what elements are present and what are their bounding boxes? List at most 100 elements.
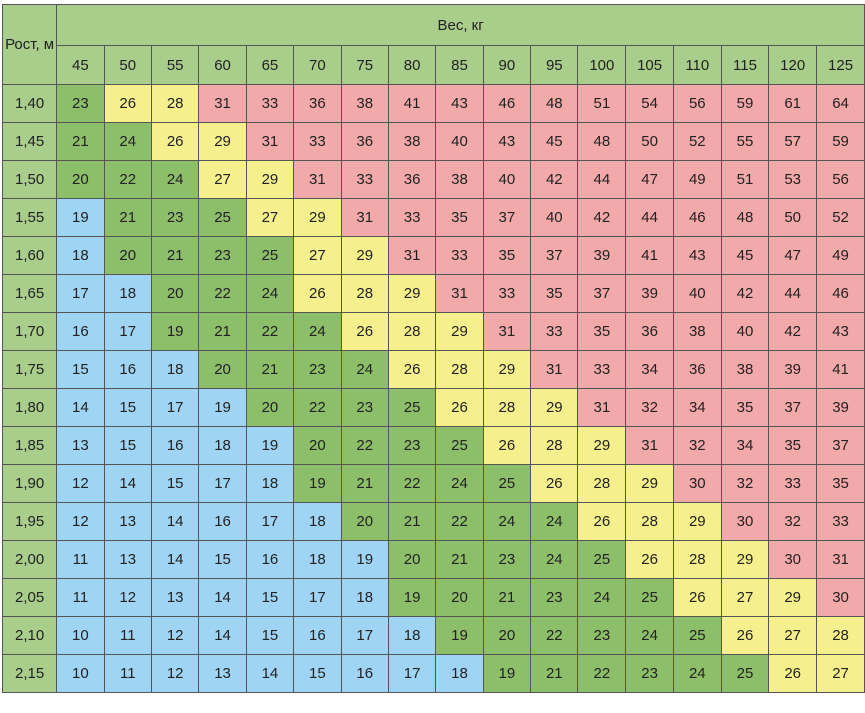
bmi-cell: 55 [720, 122, 770, 161]
bmi-cell: 36 [293, 84, 342, 123]
bmi-cell: 38 [672, 312, 722, 351]
bmi-cell: 38 [387, 122, 437, 161]
bmi-cell: 43 [482, 122, 532, 161]
table-row: 1,90 12 14 15 17 18 19 21 22 24 25 26 28 29 30 32 33 35 [1, 464, 865, 503]
bmi-cell: 19 [245, 426, 295, 465]
bmi-cell: 18 [293, 502, 342, 541]
bmi-cell: 16 [245, 540, 295, 579]
bmi-cell: 22 [340, 426, 389, 465]
bmi-cell: 21 [245, 350, 295, 389]
bmi-cell: 27 [198, 160, 247, 199]
bmi-cell: 50 [768, 198, 818, 237]
bmi-cell: 33 [387, 198, 437, 237]
bmi-cell: 29 [198, 122, 247, 161]
bmi-cell: 30 [720, 502, 770, 541]
bmi-cell: 36 [625, 312, 674, 351]
bmi-cell: 14 [198, 578, 247, 617]
bmi-cell: 40 [435, 122, 484, 161]
bmi-cell: 24 [340, 350, 389, 389]
table-row: 1,55 19 21 23 25 27 29 31 33 35 37 40 42 44 46 48 50 52 [1, 198, 865, 237]
table-row: 2,10 10 11 12 14 15 16 17 18 19 20 22 23 24 25 26 27 28 [1, 616, 865, 655]
table-row: 1,60 18 20 21 23 25 27 29 31 33 35 37 39 41 43 45 47 49 [1, 236, 865, 275]
bmi-cell: 24 [435, 464, 484, 503]
bmi-cell: 31 [530, 350, 579, 389]
weight-label: 125 [816, 45, 865, 85]
bmi-cell: 30 [816, 578, 865, 617]
bmi-cell: 24 [245, 274, 295, 313]
height-label: 1,50 [1, 160, 58, 199]
bmi-cell: 23 [387, 426, 437, 465]
bmi-cell: 35 [530, 274, 579, 313]
bmi-cell: 29 [672, 502, 722, 541]
bmi-cell: 32 [625, 388, 674, 427]
bmi-cell: 48 [577, 122, 627, 161]
bmi-cell: 50 [625, 122, 674, 161]
bmi-cell: 31 [198, 84, 247, 123]
bmi-cell: 42 [577, 198, 627, 237]
bmi-cell: 11 [103, 654, 152, 693]
bmi-cell: 20 [245, 388, 295, 427]
bmi-cell: 17 [198, 464, 247, 503]
bmi-cell: 29 [768, 578, 818, 617]
bmi-cell: 15 [103, 426, 152, 465]
bmi-cell: 26 [387, 350, 437, 389]
bmi-cell: 22 [530, 616, 579, 655]
bmi-cell: 52 [816, 198, 865, 237]
bmi-cell: 11 [56, 578, 105, 617]
weight-label: 50 [103, 45, 152, 85]
bmi-cell: 40 [530, 198, 579, 237]
bmi-cell: 23 [340, 388, 389, 427]
bmi-cell: 18 [198, 426, 247, 465]
bmi-cell: 22 [198, 274, 247, 313]
table-row: 1,45 21 24 26 29 31 33 36 38 40 43 45 48 50 52 55 57 59 [1, 122, 865, 161]
bmi-cell: 20 [103, 236, 152, 275]
weight-label: 80 [387, 45, 437, 85]
bmi-cell: 19 [435, 616, 484, 655]
bmi-cell: 23 [150, 198, 200, 237]
bmi-cell: 30 [768, 540, 818, 579]
bmi-cell: 12 [150, 616, 200, 655]
bmi-cell: 19 [198, 388, 247, 427]
bmi-cell: 12 [103, 578, 152, 617]
weight-label: 70 [293, 45, 342, 85]
bmi-cell: 34 [720, 426, 770, 465]
height-label: 2,05 [1, 578, 58, 617]
bmi-cell: 37 [577, 274, 627, 313]
bmi-cell: 19 [387, 578, 437, 617]
bmi-cell: 48 [720, 198, 770, 237]
bmi-cell: 57 [768, 122, 818, 161]
bmi-cell: 39 [625, 274, 674, 313]
bmi-cell: 33 [435, 236, 484, 275]
bmi-cell: 15 [56, 350, 105, 389]
bmi-cell: 13 [198, 654, 247, 693]
bmi-cell: 28 [340, 274, 389, 313]
bmi-cell: 29 [435, 312, 484, 351]
bmi-cell: 18 [293, 540, 342, 579]
bmi-cell: 17 [150, 388, 200, 427]
bmi-cell: 20 [340, 502, 389, 541]
bmi-cell: 24 [672, 654, 722, 693]
bmi-cell: 24 [530, 540, 579, 579]
bmi-cell: 21 [387, 502, 437, 541]
bmi-cell: 17 [387, 654, 437, 693]
height-header: Рост, м [1, 4, 58, 85]
bmi-cell: 33 [293, 122, 342, 161]
bmi-cell: 29 [530, 388, 579, 427]
bmi-cell: 21 [103, 198, 152, 237]
bmi-cell: 13 [103, 502, 152, 541]
bmi-cell: 36 [340, 122, 389, 161]
weight-header-row: 45 50 55 60 65 70 75 80 85 90 95 100 105 110 115 120 125 [3, 45, 865, 85]
bmi-cell: 44 [625, 198, 674, 237]
bmi-cell: 39 [768, 350, 818, 389]
bmi-cell: 56 [672, 84, 722, 123]
bmi-cell: 21 [340, 464, 389, 503]
bmi-cell: 31 [387, 236, 437, 275]
bmi-cell: 31 [245, 122, 295, 161]
table-body: 1,40 23 26 28 31 33 36 38 41 43 46 48 51 54 56 59 61 64 1,… [1, 84, 865, 693]
bmi-cell: 32 [768, 502, 818, 541]
bmi-cell: 15 [245, 578, 295, 617]
bmi-cell: 19 [340, 540, 389, 579]
bmi-cell: 16 [56, 312, 105, 351]
bmi-cell: 25 [435, 426, 484, 465]
bmi-cell: 38 [720, 350, 770, 389]
